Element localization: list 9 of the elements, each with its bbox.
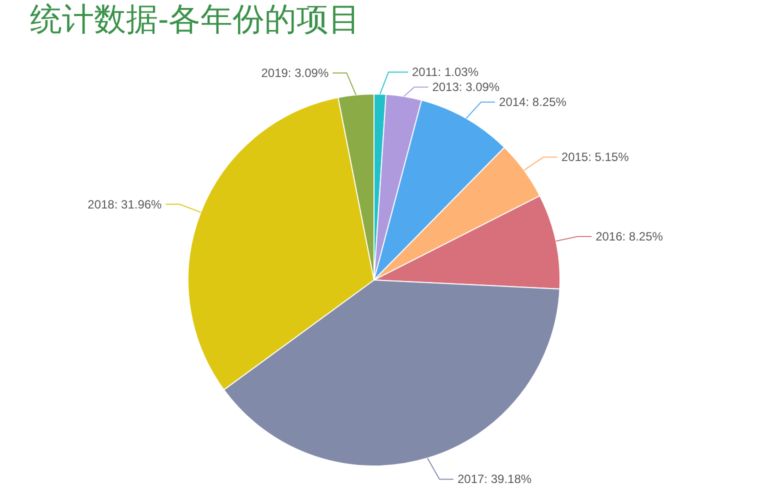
slice-label: 2016: 8.25%: [596, 229, 664, 244]
slice-label: 2017: 39.18%: [457, 472, 532, 486]
slice-label: 2018: 31.96%: [88, 197, 162, 212]
slice-label: 2015: 5.15%: [561, 150, 630, 164]
slice-label: 2011: 1.03%: [412, 65, 479, 80]
slice-label: 2014: 8.25%: [499, 95, 567, 110]
chart-title: 统计数据-各年份的项目: [30, 1, 361, 37]
slice-label: 2019: 3.09%: [261, 66, 329, 80]
slice-label: 2013: 3.09%: [432, 80, 500, 94]
